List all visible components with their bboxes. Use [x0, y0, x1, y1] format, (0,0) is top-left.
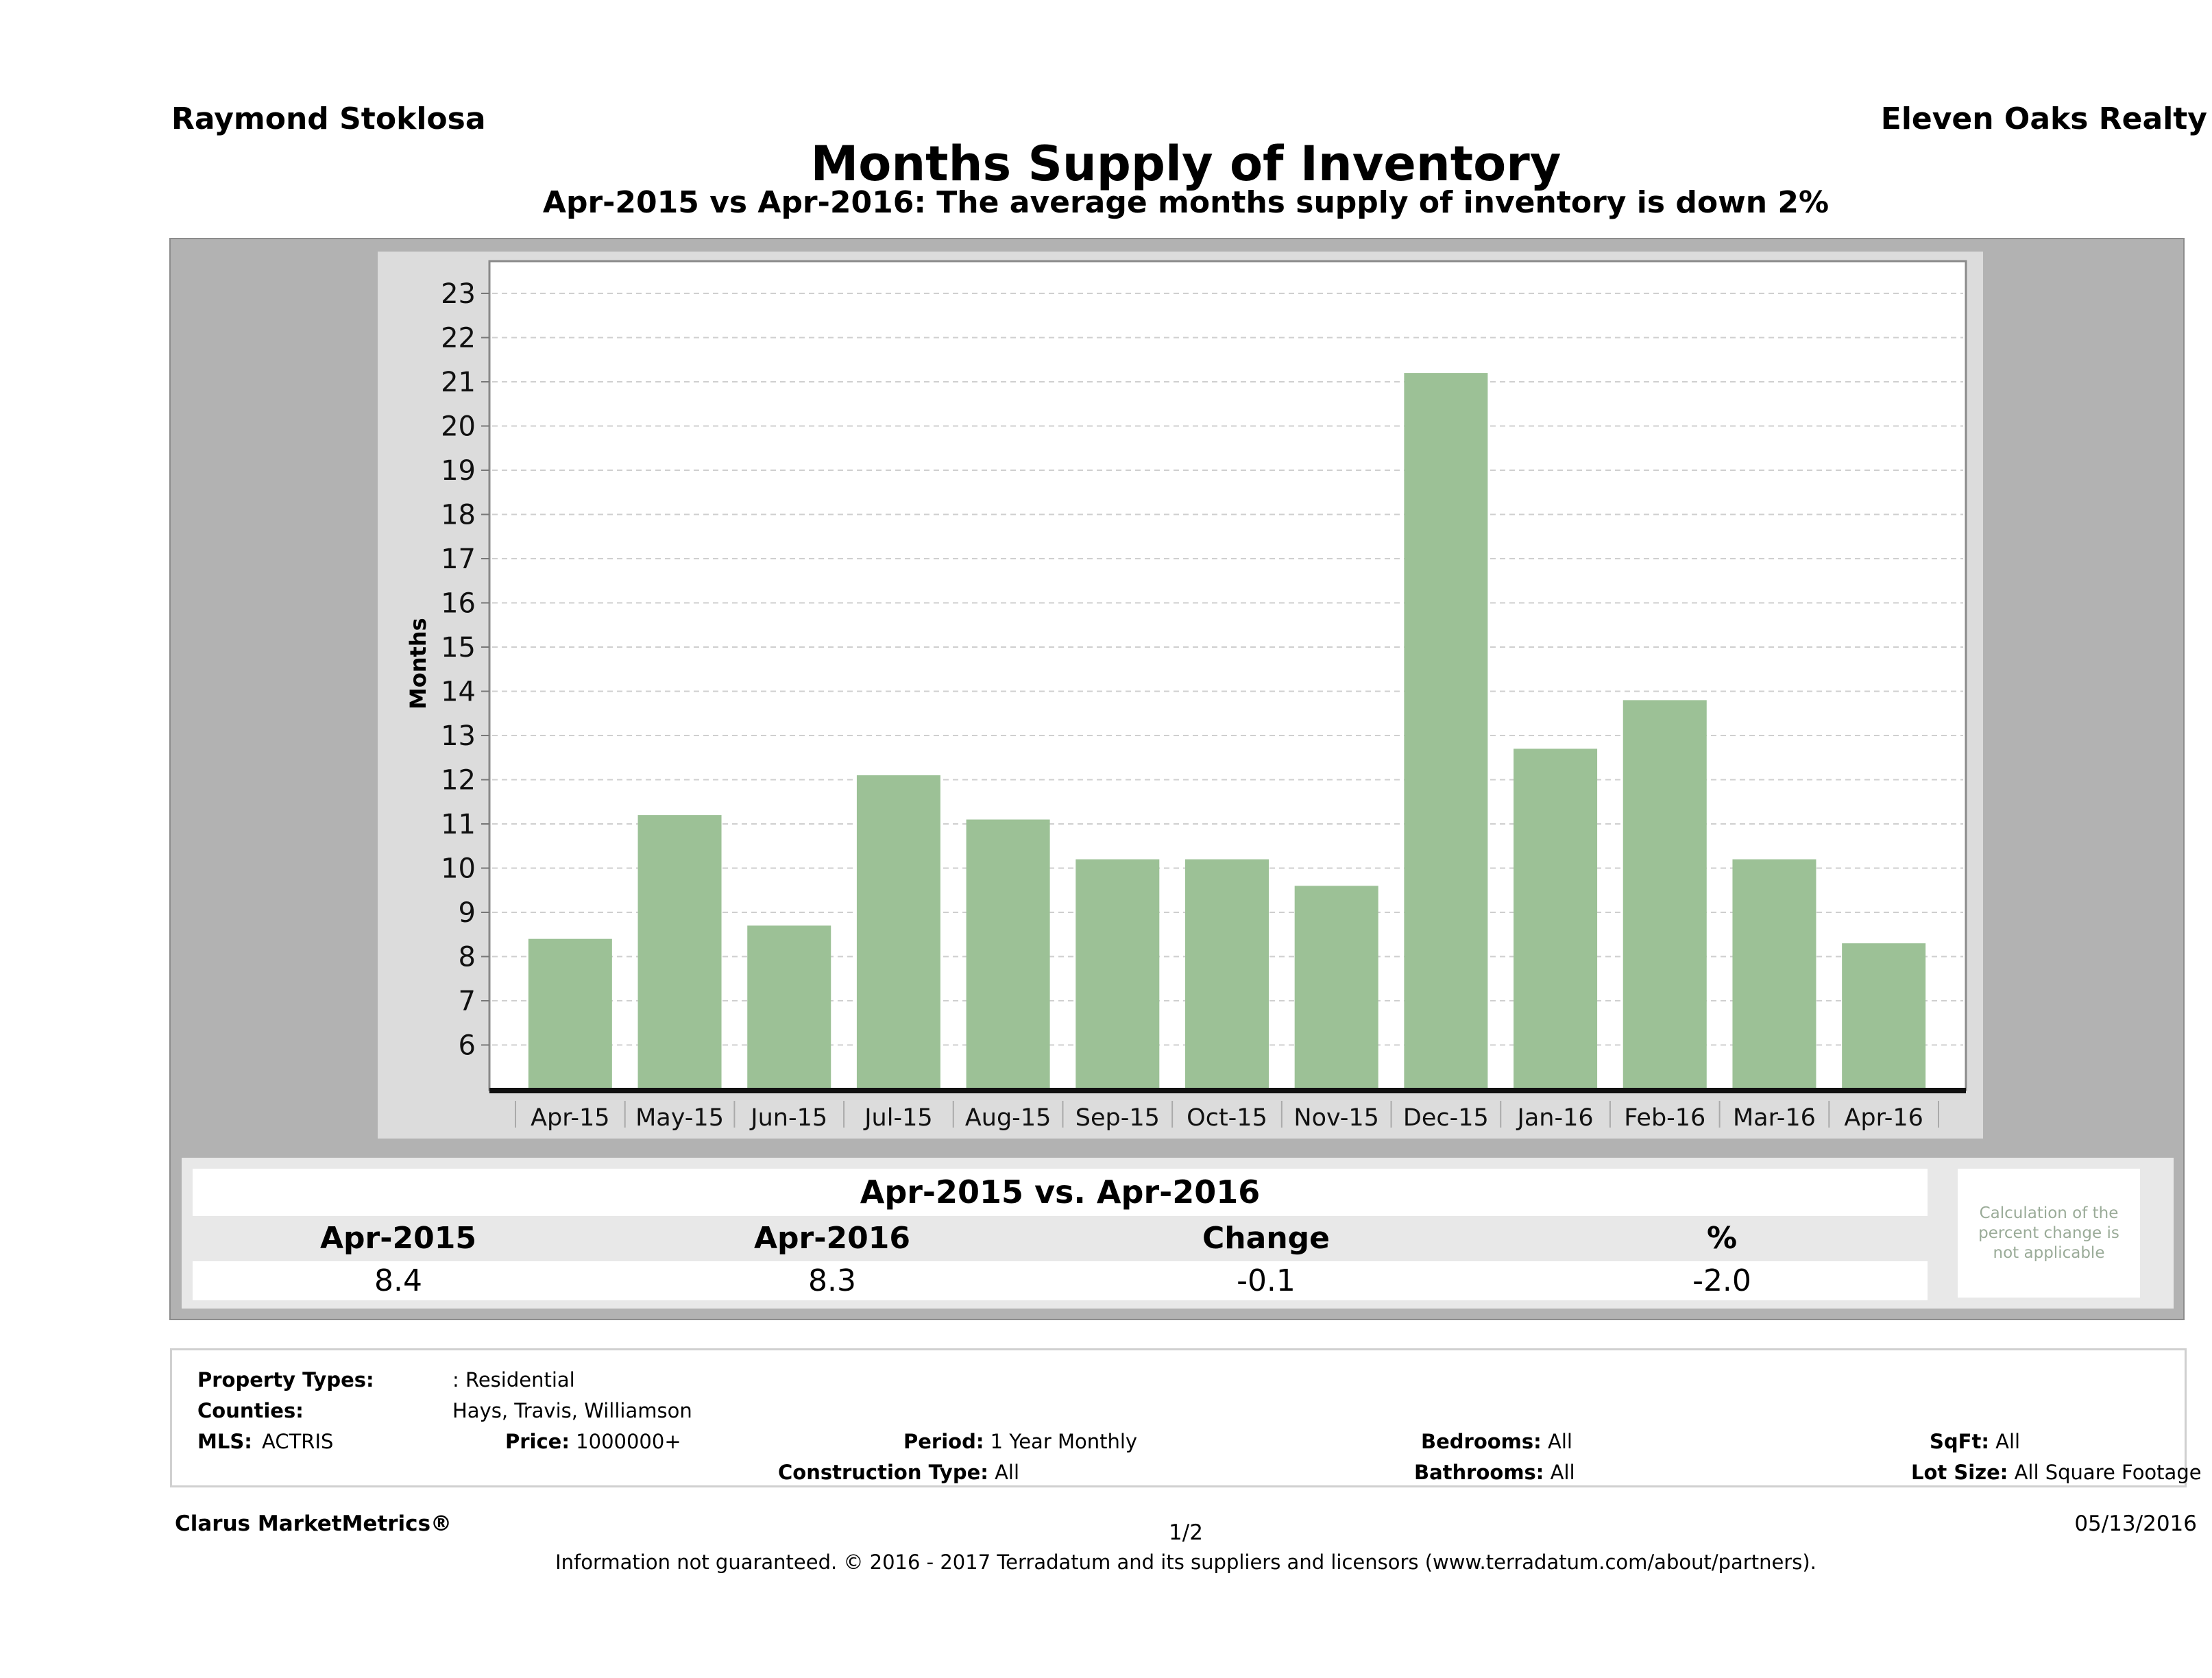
comparison-header-row: Apr-2015 Apr-2016 Change % — [193, 1216, 1928, 1261]
y-tick-label: 15 — [441, 632, 476, 664]
y-tick-label: 23 — [441, 278, 476, 310]
comparison-title: Apr-2015 vs. Apr-2016 — [193, 1169, 1928, 1216]
x-tick-label: Jul-15 — [863, 1104, 932, 1132]
header-percent: % — [1706, 1221, 1738, 1256]
x-tick-label: Jun-15 — [749, 1104, 827, 1132]
header-apr-2016: Apr-2016 — [754, 1221, 910, 1256]
x-tick-label: Sep-15 — [1075, 1104, 1160, 1132]
construction-type-value: All — [995, 1461, 1020, 1484]
bar-jul-15 — [856, 775, 940, 1089]
counties-label: Counties: — [197, 1399, 304, 1422]
bar-sep-15 — [1075, 859, 1160, 1089]
report-subtitle: Apr-2015 vs Apr-2016: The average months… — [542, 185, 1830, 220]
value-apr-2015: 8.4 — [374, 1263, 422, 1298]
y-tick-label: 21 — [441, 367, 476, 398]
value-change: -0.1 — [1237, 1263, 1296, 1298]
price-value: 1000000+ — [576, 1430, 681, 1453]
y-tick-label: 8 — [459, 942, 476, 973]
report-date: 05/13/2016 — [2074, 1511, 2197, 1536]
mls-value: ACTRIS — [262, 1430, 334, 1453]
product-name: Clarus MarketMetrics® — [175, 1511, 452, 1536]
lot-size-label: Lot Size: — [1911, 1461, 2008, 1484]
bedrooms-label: Bedrooms: — [1421, 1430, 1542, 1453]
sqft-label: SqFt: — [1930, 1430, 1989, 1453]
x-tick-label: Jan-16 — [1516, 1104, 1594, 1132]
filter-summary — [170, 1348, 2187, 1487]
comparison-value-row: 8.4 8.3 -0.1 -2.0 — [193, 1261, 1928, 1300]
agent-name: Raymond Stoklosa — [171, 101, 486, 136]
mls-label: MLS: — [197, 1430, 252, 1453]
bar-nov-15 — [1294, 886, 1378, 1089]
value-apr-2016: 8.3 — [808, 1263, 856, 1298]
y-tick-label: 20 — [441, 411, 476, 443]
bathrooms-label: Bathrooms: — [1414, 1461, 1544, 1484]
bar-oct-15 — [1185, 859, 1269, 1089]
bathrooms-value: All — [1550, 1461, 1575, 1484]
x-tick-label: Apr-15 — [531, 1104, 609, 1132]
y-axis-label: Months — [405, 618, 431, 709]
header-apr-2015: Apr-2015 — [320, 1221, 476, 1256]
page-number: 1/2 — [1169, 1520, 1203, 1545]
y-tick-label: 14 — [441, 677, 476, 708]
lot-size-value: All Square Footage — [2014, 1461, 2202, 1484]
property-types-value: : Residential — [452, 1368, 575, 1391]
bar-feb-16 — [1622, 700, 1707, 1089]
y-tick-label: 12 — [441, 765, 476, 797]
report-title: Months Supply of Inventory — [810, 136, 1561, 192]
y-tick-label: 11 — [441, 809, 476, 840]
percent-change-note: Calculation of the percent change is not… — [1958, 1169, 2140, 1298]
y-tick-label: 7 — [459, 986, 476, 1017]
x-tick-label: Aug-15 — [965, 1104, 1052, 1132]
x-tick-label: Apr-16 — [1844, 1104, 1923, 1132]
x-tick-label: May-15 — [635, 1104, 724, 1132]
y-tick-label: 13 — [441, 720, 476, 752]
bar-apr-15 — [528, 938, 612, 1089]
x-tick-label: Dec-15 — [1403, 1104, 1489, 1132]
y-tick-label: 19 — [441, 455, 476, 487]
sqft-value: All — [1995, 1430, 2021, 1453]
value-percent: -2.0 — [1692, 1263, 1751, 1298]
note-text: Calculation of the percent change is not… — [1978, 1204, 2119, 1262]
x-axis-ticks: Apr-15 May-15 Jun-15 Jul-15 Aug-15 Sep-15 Oct-… — [515, 1101, 1939, 1132]
gridlines — [492, 293, 1963, 1046]
disclaimer: Information not guaranteed. © 2016 - 201… — [555, 1551, 1816, 1574]
period-value: 1 Year Monthly — [990, 1430, 1138, 1453]
y-tick-label: 6 — [459, 1030, 476, 1062]
y-tick-label: 9 — [459, 897, 476, 929]
bar-may-15 — [637, 815, 722, 1089]
y-tick-label: 10 — [441, 853, 476, 885]
period-label: Period: — [903, 1430, 984, 1453]
x-tick-label: Mar-16 — [1733, 1104, 1816, 1132]
y-tick-label: 17 — [441, 544, 476, 575]
y-tick-label: 18 — [441, 500, 476, 531]
bars — [528, 373, 1926, 1089]
bar-aug-15 — [966, 819, 1050, 1089]
y-axis-ticks: 6 7 8 9 10 11 12 13 14 15 16 17 18 19 20 21 22 23 — [441, 278, 489, 1062]
header-change: Change — [1202, 1221, 1330, 1256]
y-tick-label: 22 — [441, 323, 476, 354]
brokerage-name: Eleven Oaks Realty — [1880, 101, 2207, 136]
x-tick-label: Feb-16 — [1624, 1104, 1705, 1132]
bedrooms-value: All — [1547, 1430, 1572, 1453]
x-tick-label: Nov-15 — [1293, 1104, 1379, 1132]
price-label: Price: — [505, 1430, 570, 1453]
bar-jan-16 — [1514, 749, 1598, 1089]
construction-type-label: Construction Type: — [778, 1461, 988, 1484]
bar-apr-16 — [1842, 943, 1926, 1089]
bar-mar-16 — [1732, 859, 1816, 1089]
bar-dec-15 — [1404, 373, 1488, 1089]
y-tick-label: 16 — [441, 588, 476, 620]
x-tick-label: Oct-15 — [1187, 1104, 1267, 1132]
property-types-label: Property Types: — [197, 1368, 374, 1391]
counties-value: Hays, Travis, Williamson — [452, 1399, 692, 1422]
bar-jun-15 — [747, 925, 831, 1089]
